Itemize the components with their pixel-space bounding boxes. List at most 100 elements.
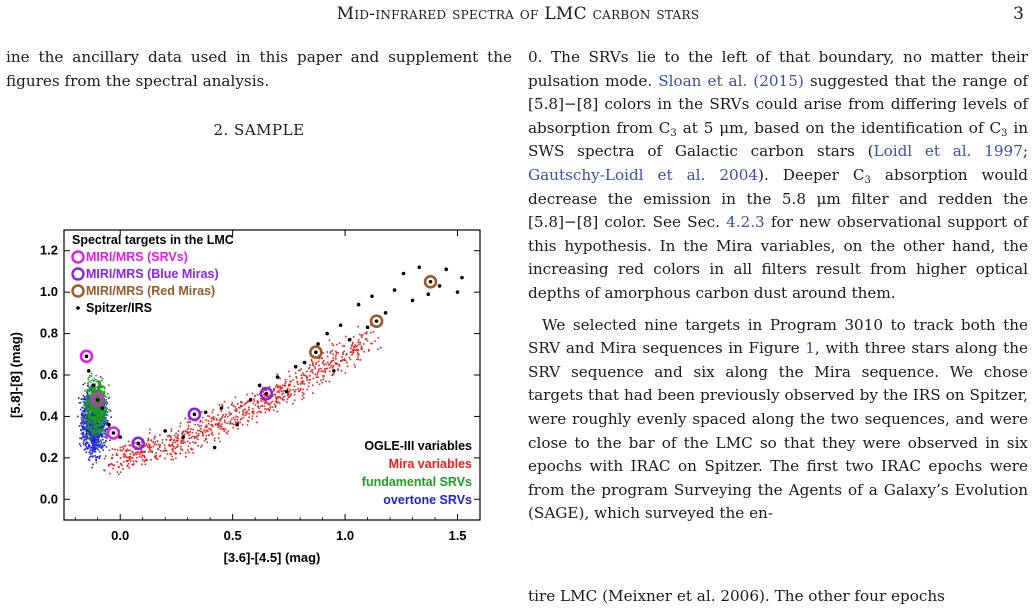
mira-dot: [276, 391, 278, 393]
fundamental-srv-dot: [100, 430, 103, 432]
mira-dot: [292, 402, 294, 405]
mira-dot: [263, 400, 265, 402]
overtone-srv-dot: [85, 433, 88, 436]
mira-dot: [131, 457, 134, 459]
mira-dot: [241, 413, 244, 416]
miri-mrs-target-circle: [309, 345, 323, 360]
mira-dot: [192, 441, 194, 444]
mira-dot: [282, 398, 284, 401]
overtone-srv-dot: [88, 405, 90, 407]
mira-dot: [224, 416, 226, 418]
fundamental-srv-dot: [87, 433, 90, 435]
x-axis-label: [3.6]-[4.5] (mag): [224, 550, 321, 565]
section-link[interactable]: 4.2.3: [726, 213, 765, 232]
mira-dot: [169, 435, 172, 437]
mira-dot: [254, 394, 256, 397]
overtone-srv-dot: [96, 425, 99, 427]
mira-dot: [191, 431, 194, 434]
x-tick-label: 1.0: [336, 528, 354, 543]
mira-dot: [357, 341, 359, 344]
mira-dot: [318, 368, 320, 370]
fundamental-srv-dot: [91, 423, 93, 425]
fundamental-srv-dot: [87, 378, 90, 380]
citation-link[interactable]: Gautschy-Loidl et al. 2004: [528, 165, 759, 184]
mira-dot: [242, 412, 245, 414]
mira-dot: [111, 457, 114, 459]
mira-dot: [255, 415, 258, 418]
fundamental-srv-dot: [90, 417, 93, 420]
overtone-srv-dot: [89, 437, 92, 439]
overtone-srv-dot: [102, 411, 105, 413]
mira-dot: [302, 380, 304, 383]
mira-dot: [156, 447, 159, 450]
mira-dot: [224, 421, 226, 424]
mira-dot: [274, 394, 277, 396]
overtone-srv-dot: [95, 438, 98, 441]
fundamental-srv-dot: [87, 396, 89, 399]
mira-dot: [205, 434, 208, 437]
mira-dot: [353, 348, 355, 351]
mira-dot: [277, 390, 280, 392]
overtone-srv-dot: [82, 413, 84, 415]
overtone-srv-dot: [102, 424, 104, 427]
fundamental-srv-dot: [97, 423, 99, 426]
mira-dot: [182, 442, 184, 444]
mira-dot: [354, 349, 357, 352]
overtone-srv-dot: [87, 419, 89, 421]
mira-dot: [283, 399, 285, 401]
overtone-srv-dot: [98, 396, 101, 398]
overtone-srv-dot: [88, 456, 91, 458]
mira-dot: [177, 434, 179, 436]
citation-link[interactable]: Sloan et al. (2015): [658, 71, 804, 90]
mira-dot: [312, 384, 314, 387]
fundamental-srv-dot: [94, 424, 97, 427]
fundamental-srv-dot: [98, 390, 100, 392]
mira-dot: [245, 412, 248, 415]
mira-dot: [232, 426, 235, 429]
y-axis-label: [5.8]-[8] (mag): [8, 332, 23, 418]
fundamental-srv-dot: [87, 383, 89, 385]
mira-dot: [306, 388, 308, 391]
mira-dot: [131, 451, 134, 454]
overtone-srv-dot: [99, 455, 101, 457]
spitzer-irs-point: [437, 284, 442, 288]
overtone-srv-dot: [96, 386, 99, 389]
overtone-srv-dot: [77, 397, 80, 399]
mira-dot: [279, 397, 282, 399]
fundamental-srv-dot: [95, 431, 97, 433]
mira-dot: [252, 407, 254, 410]
mira-dot: [320, 379, 322, 382]
overtone-srv-dot: [79, 422, 82, 425]
citation-link[interactable]: Loidl et al. 1997: [873, 142, 1023, 161]
mira-dot: [316, 371, 319, 374]
mira-dot: [204, 426, 207, 429]
overtone-srv-dot: [101, 434, 104, 437]
overtone-srv-dot: [80, 421, 83, 424]
spitzer-irs-point: [460, 275, 464, 280]
fundamental-srv-dot: [96, 440, 98, 443]
mira-dot: [260, 400, 262, 403]
fundamental-srv-dot: [96, 391, 99, 394]
overtone-srv-dot: [101, 409, 104, 411]
mira-dot: [158, 446, 161, 448]
mira-dot: [143, 451, 145, 454]
mira-dot: [301, 394, 304, 397]
mira-dot: [234, 421, 237, 424]
fundamental-srv-dot: [88, 409, 91, 412]
overtone-srv-dot: [89, 450, 92, 452]
mira-dot: [258, 410, 260, 413]
overtone-srv-dot: [87, 423, 90, 425]
mira-dot: [337, 368, 339, 370]
overtone-srv-dot: [95, 442, 98, 445]
fundamental-srv-dot: [87, 403, 90, 406]
figure-link[interactable]: 1: [805, 339, 815, 358]
mira-dot: [289, 380, 292, 383]
mira-dot: [344, 359, 347, 362]
fundamental-srv-dot: [90, 435, 93, 438]
mira-dot: [242, 409, 245, 412]
mira-dot: [197, 433, 200, 436]
fundamental-srv-dot: [98, 413, 100, 415]
mira-dot: [297, 388, 299, 390]
spitzer-irs-point: [401, 271, 406, 276]
overtone-srv-dot: [99, 443, 102, 446]
